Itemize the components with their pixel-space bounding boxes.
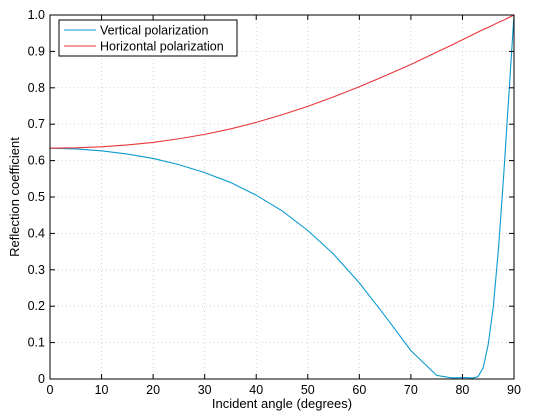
x-tick-label: 70 [404, 383, 418, 397]
vertical-polarization-line [49, 14, 515, 379]
y-tick-label: 0.1 [28, 336, 45, 350]
x-tick-label: 10 [95, 383, 109, 397]
y-tick-label: 0 [38, 372, 45, 386]
series-lines [49, 14, 515, 379]
y-tick-label: 0.4 [28, 226, 45, 240]
x-tick-label: 50 [301, 383, 315, 397]
x-tick-label: 40 [249, 383, 263, 397]
y-tick-label: 0.9 [28, 44, 45, 58]
x-tick-label: 30 [198, 383, 212, 397]
axis-ticks: 0 10 20 30 40 50 60 70 80 90 0 0.1 0.2 0.3 0.4 0.5 0.6 0.… [28, 8, 521, 397]
x-tick-label: 20 [146, 383, 160, 397]
y-tick-label: 0.8 [28, 81, 45, 95]
x-axis-label: Incident angle (degrees) [212, 396, 352, 411]
y-tick-label: 0.5 [28, 190, 45, 204]
y-tick-label: 0.3 [28, 263, 45, 277]
x-tick-label: 80 [455, 383, 469, 397]
grid [50, 15, 514, 379]
horizontal-polarization-line [49, 14, 515, 149]
y-tick-label: 0.2 [28, 299, 45, 313]
legend-box [58, 19, 238, 57]
x-tick-label: 60 [352, 383, 366, 397]
legend-label-horizontal: Horizontal polarization [100, 40, 224, 54]
x-tick-label: 0 [47, 383, 54, 397]
y-tick-label: 0.7 [28, 117, 45, 131]
legend: Vertical polarization Horizontal polariz… [58, 19, 238, 57]
y-tick-label: 0.6 [28, 154, 45, 168]
x-tick-label: 90 [507, 383, 521, 397]
y-axis-label: Reflection coefficient [7, 137, 22, 257]
y-tick-label: 1.0 [28, 8, 45, 22]
legend-label-vertical: Vertical polarization [100, 24, 208, 38]
